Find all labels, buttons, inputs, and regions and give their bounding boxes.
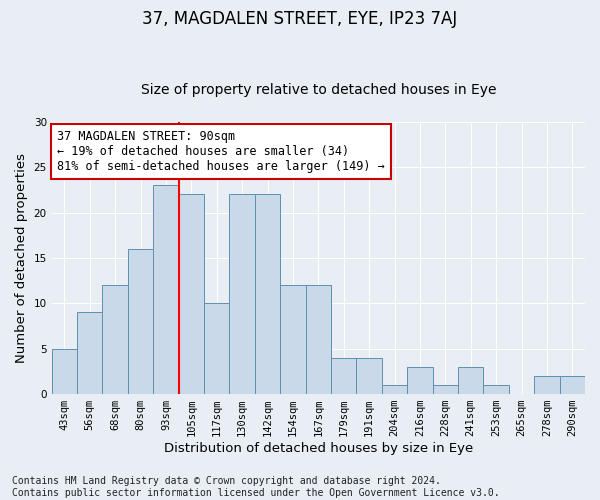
Bar (52, 348, 77, 394)
Text: 37, MAGDALEN STREET, EYE, IP23 7AJ: 37, MAGDALEN STREET, EYE, IP23 7AJ (142, 10, 458, 28)
Bar (77, 312, 103, 394)
X-axis label: Distribution of detached houses by size in Eye: Distribution of detached houses by size … (164, 442, 473, 455)
Bar (433, 385, 458, 394)
Text: 37 MAGDALEN STREET: 90sqm
← 19% of detached houses are smaller (34)
81% of semi-: 37 MAGDALEN STREET: 90sqm ← 19% of detac… (57, 130, 385, 173)
Bar (280, 285, 305, 394)
Title: Size of property relative to detached houses in Eye: Size of property relative to detached ho… (140, 83, 496, 97)
Text: Contains HM Land Registry data © Crown copyright and database right 2024.
Contai: Contains HM Land Registry data © Crown c… (12, 476, 500, 498)
Bar (229, 194, 255, 394)
Y-axis label: Number of detached properties: Number of detached properties (15, 153, 28, 363)
Bar (103, 285, 128, 394)
Bar (484, 385, 509, 394)
Bar (458, 367, 484, 394)
Bar (382, 385, 407, 394)
Bar (153, 186, 179, 394)
Bar (560, 376, 585, 394)
Bar (356, 358, 382, 394)
Bar (128, 249, 153, 394)
Bar (255, 194, 280, 394)
Bar (407, 367, 433, 394)
Bar (534, 376, 560, 394)
Bar (179, 194, 204, 394)
Bar (204, 304, 229, 394)
Bar (305, 285, 331, 394)
Bar (331, 358, 356, 394)
